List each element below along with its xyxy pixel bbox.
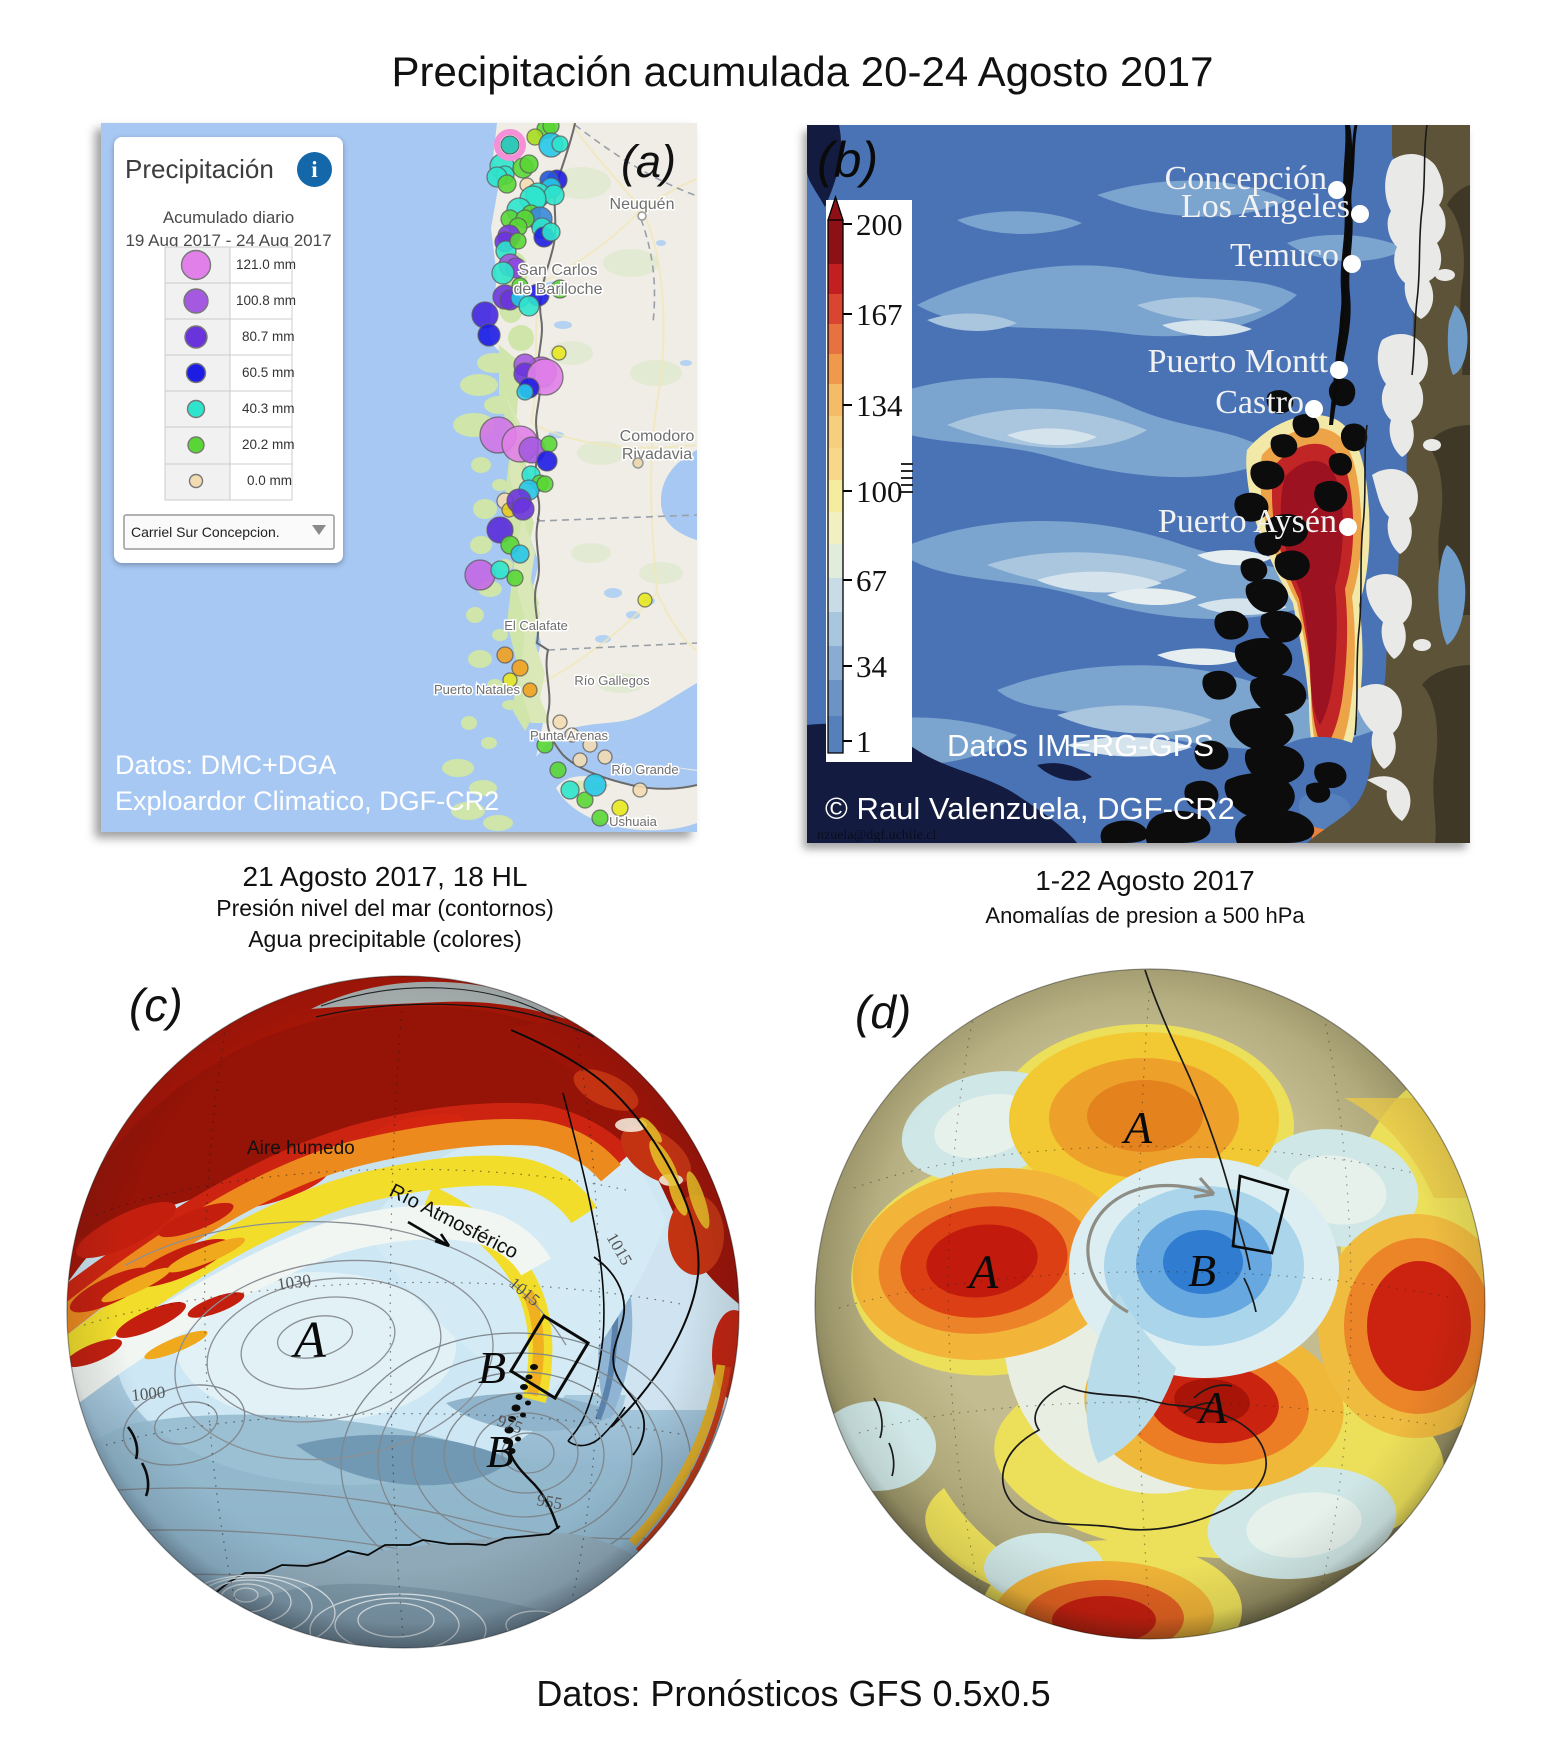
svg-text:(b): (b): [817, 132, 878, 188]
svg-text:A: A: [966, 1246, 999, 1299]
svg-text:121.0 mm: 121.0 mm: [236, 257, 296, 272]
svg-text:Concepción: Concepción: [1165, 160, 1327, 197]
svg-text:60.5 mm: 60.5 mm: [242, 365, 295, 380]
svg-text:40.3 mm: 40.3 mm: [242, 401, 295, 416]
svg-text:200: 200: [856, 207, 903, 242]
svg-text:Rivadavia: Rivadavia: [622, 446, 692, 463]
svg-text:Aire humedo: Aire humedo: [247, 1138, 355, 1159]
svg-text:Castro: Castro: [1215, 384, 1304, 421]
svg-text:Río Gallegos: Río Gallegos: [574, 673, 650, 688]
svg-text:Carriel Sur Concepcion.: Carriel Sur Concepcion.: [131, 524, 280, 540]
svg-text:Ushuaia: Ushuaia: [609, 814, 657, 829]
svg-text:nzuela@dgf.uchile.cl: nzuela@dgf.uchile.cl: [817, 828, 937, 843]
svg-text:Punta Arenas: Punta Arenas: [530, 728, 609, 743]
svg-text:A: A: [1121, 1102, 1153, 1153]
svg-text:100: 100: [856, 474, 903, 509]
svg-text:100.8 mm: 100.8 mm: [236, 293, 296, 308]
svg-text:Puerto Aysén: Puerto Aysén: [1158, 503, 1337, 540]
svg-text:Río Grande: Río Grande: [611, 762, 678, 777]
svg-text:955: 955: [535, 1490, 563, 1513]
svg-text:34: 34: [856, 649, 888, 684]
svg-text:A: A: [1196, 1382, 1228, 1433]
svg-text:© Raul Valenzuela, DGF-CR2: © Raul Valenzuela, DGF-CR2: [825, 791, 1235, 826]
svg-text:Exploardor Climatico, DGF-CR2: Exploardor Climatico, DGF-CR2: [115, 786, 499, 816]
svg-text:80.7 mm: 80.7 mm: [242, 329, 295, 344]
svg-text:Puerto Natales: Puerto Natales: [434, 682, 520, 697]
svg-text:Temuco: Temuco: [1230, 237, 1339, 274]
svg-text:B: B: [478, 1342, 506, 1393]
svg-text:Datos IMERG-GPS: Datos IMERG-GPS: [947, 728, 1214, 763]
svg-text:167: 167: [856, 297, 903, 332]
svg-text:Comodoro: Comodoro: [620, 428, 695, 445]
svg-text:20.2 mm: 20.2 mm: [242, 437, 295, 452]
svg-text:1: 1: [856, 724, 872, 759]
svg-text:67: 67: [856, 563, 887, 598]
svg-text:San Carlos: San Carlos: [518, 262, 597, 279]
svg-text:Puerto Montt: Puerto Montt: [1148, 343, 1329, 380]
svg-text:A: A: [291, 1312, 326, 1369]
svg-text:Datos: DMC+DGA: Datos: DMC+DGA: [115, 750, 336, 780]
svg-text:1030: 1030: [276, 1270, 312, 1294]
svg-text:0.0 mm: 0.0 mm: [247, 473, 292, 488]
svg-text:El Calafate: El Calafate: [504, 618, 568, 633]
svg-text:134: 134: [856, 388, 903, 423]
svg-text:B: B: [486, 1426, 514, 1477]
svg-text:de Bariloche: de Bariloche: [514, 281, 603, 298]
svg-text:B: B: [1188, 1245, 1216, 1296]
svg-text:Los Angeles: Los Angeles: [1181, 188, 1350, 225]
svg-text:1000: 1000: [130, 1383, 166, 1405]
svg-text:Neuquén: Neuquén: [610, 196, 675, 213]
svg-text:(a): (a): [621, 136, 676, 187]
